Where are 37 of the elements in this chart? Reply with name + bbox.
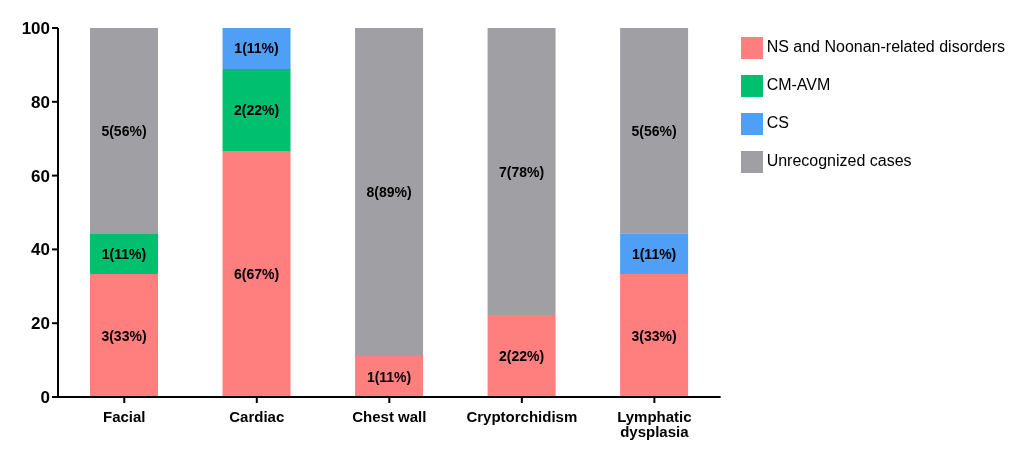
data-label: 3(33%) bbox=[101, 327, 147, 344]
x-tick-label: Cryptorchidism bbox=[466, 407, 578, 425]
data-label: 1(11%) bbox=[234, 40, 279, 57]
bar bbox=[620, 274, 689, 397]
data-label: 8(89%) bbox=[366, 184, 412, 201]
bar bbox=[620, 28, 689, 234]
y-tick-label: 40 bbox=[31, 240, 50, 260]
y-tick-label: 80 bbox=[31, 92, 50, 112]
bar bbox=[222, 68, 291, 151]
legend-label: CM-AVM bbox=[766, 76, 831, 93]
data-label: 1(11%) bbox=[101, 245, 147, 262]
data-label: 2(22%) bbox=[233, 101, 280, 118]
x-tick-label: Lymphatic dysplasia bbox=[617, 407, 692, 440]
x-tick-label: Chest wall bbox=[352, 407, 427, 425]
data-label: 5(56%) bbox=[101, 122, 147, 139]
data-label: 3(33%) bbox=[631, 327, 677, 344]
legend-label: Unrecognized cases bbox=[766, 152, 912, 169]
x-tick-label: Cardiac bbox=[229, 407, 285, 425]
y-tick-label: 60 bbox=[31, 166, 50, 186]
bar bbox=[90, 28, 158, 234]
bar bbox=[487, 315, 556, 397]
x-tick-label: Facial bbox=[103, 407, 146, 425]
y-tick-label: 0 bbox=[40, 388, 50, 408]
bar bbox=[222, 150, 291, 397]
bar bbox=[487, 28, 556, 316]
bar bbox=[355, 28, 424, 357]
y-tick-label: 100 bbox=[21, 19, 50, 39]
data-label: 6(67%) bbox=[233, 265, 280, 282]
bar bbox=[90, 274, 158, 397]
data-label: 7(78%) bbox=[499, 163, 545, 180]
data-label: 1(11%) bbox=[366, 368, 412, 385]
data-label: 2(22%) bbox=[499, 348, 545, 365]
legend-label: NS and Noonan-related disorders bbox=[766, 38, 1005, 55]
data-label: 5(56%) bbox=[631, 122, 677, 139]
legend-label: CS bbox=[766, 114, 789, 131]
data-label: 1(11%) bbox=[631, 245, 677, 262]
y-tick-label: 20 bbox=[31, 314, 50, 334]
